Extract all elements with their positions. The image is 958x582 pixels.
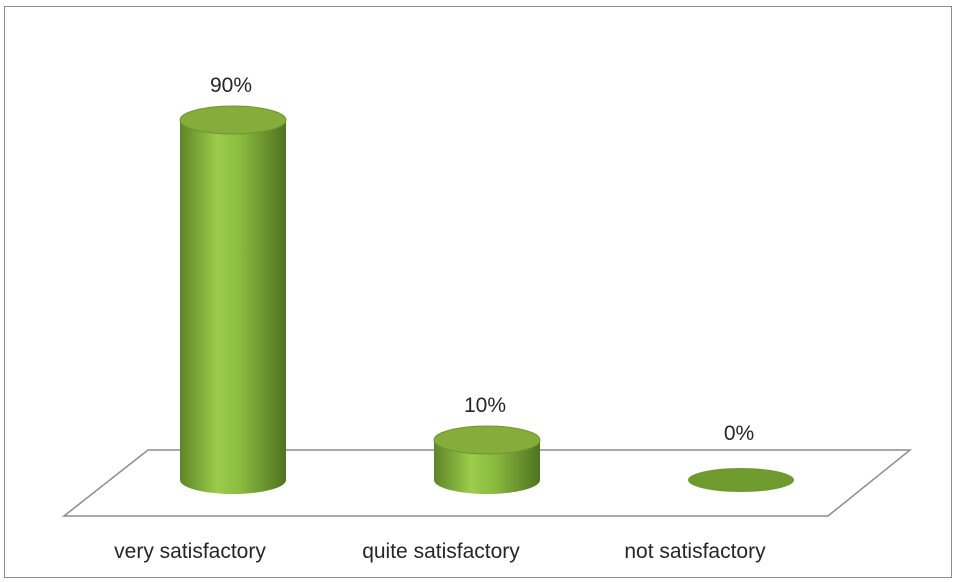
bar-top-2 <box>433 425 541 455</box>
bar-top-1 <box>179 105 287 135</box>
category-label-2: quite satisfactory <box>362 540 520 563</box>
data-label-3: 0% <box>724 422 754 445</box>
data-label-2: 10% <box>464 394 506 417</box>
bars-group <box>179 105 794 494</box>
data-label-1: 90% <box>210 74 252 97</box>
bar-top-3 <box>688 468 794 492</box>
bar-body-2 <box>434 440 540 494</box>
bar-3 <box>688 468 794 492</box>
bar-body-1 <box>180 120 286 494</box>
category-label-1: very satisfactory <box>114 540 266 563</box>
category-label-3: not satisfactory <box>624 540 766 563</box>
labels-group: 90% very satisfactory 10% quite satisfactor… <box>114 74 766 563</box>
bar-1 <box>179 105 287 494</box>
bar-2 <box>433 425 541 494</box>
